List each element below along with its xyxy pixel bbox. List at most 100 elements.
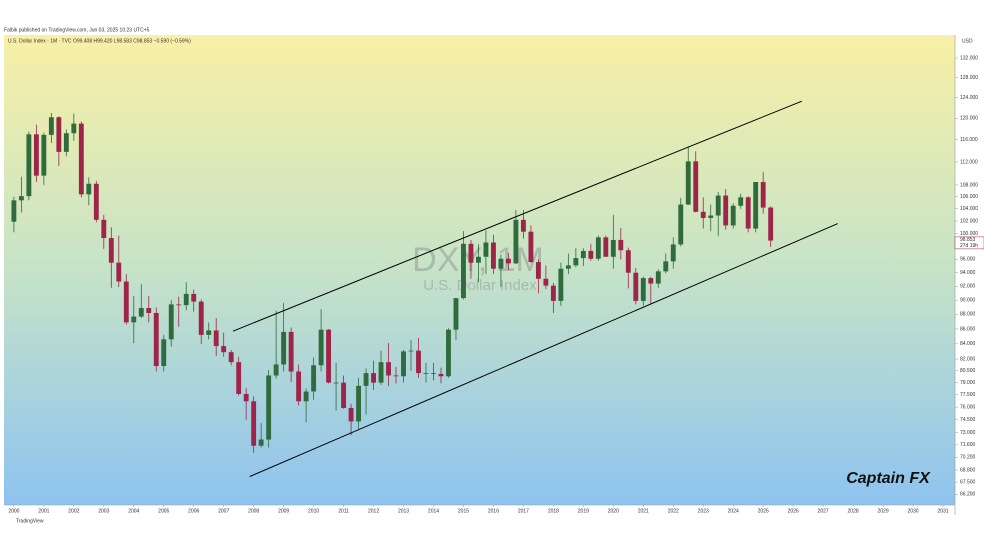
candle-body [753, 182, 759, 229]
x-tick-label: 2003 [98, 508, 109, 514]
candle-body [26, 134, 32, 197]
x-tick-label: 2031 [937, 508, 948, 514]
symbol-legend: U.S. Dollar Index · 1M · TVC O99.408 H99… [8, 38, 191, 44]
x-tick-label: 2001 [38, 508, 49, 514]
candle-body [153, 312, 159, 367]
candle-body [453, 298, 459, 330]
x-tick-label: 2030 [907, 508, 918, 514]
candle-body [296, 371, 302, 402]
candle-body [528, 231, 534, 263]
x-tick-label: 2020 [608, 508, 619, 514]
plot-background [4, 35, 955, 505]
candle-body [513, 219, 519, 264]
candle-body [423, 373, 429, 374]
candle-body [723, 195, 729, 226]
candle-body [191, 293, 197, 302]
candle-body [625, 250, 631, 273]
candle-body [401, 351, 406, 377]
candle-body [273, 364, 279, 376]
candle-body [648, 278, 654, 284]
y-tick-label: 108.000 [960, 182, 978, 188]
candle-body [505, 258, 511, 264]
y-tick-label: 92.000 [960, 284, 976, 290]
y-tick-label: 128.000 [960, 75, 978, 81]
candle-body [48, 117, 54, 135]
last-price-tag [954, 236, 984, 250]
candle-body [760, 182, 766, 208]
y-tick-label: 94.000 [960, 270, 976, 276]
last-price-label: 98.853 [960, 237, 976, 243]
y-tick-label: 116.000 [960, 137, 978, 143]
y-tick-label: 90.000 [960, 298, 976, 304]
candle-body [580, 250, 586, 259]
candle-body [371, 373, 376, 383]
candle-body [476, 256, 481, 263]
candle-body [678, 204, 684, 245]
y-tick-label: 82.000 [960, 356, 976, 362]
candle-body [618, 239, 624, 251]
candle-body [198, 301, 204, 335]
x-tick-label: 2025 [758, 508, 769, 514]
candle-body [610, 239, 616, 257]
candle-body [520, 219, 526, 232]
y-tick-label: 76.000 [960, 404, 976, 410]
x-tick-label: 2027 [818, 508, 829, 514]
x-tick-label: 2023 [698, 508, 709, 514]
y-tick-label: 102.000 [960, 218, 978, 224]
y-tick-label: 66.200 [960, 492, 976, 498]
candle-body [333, 382, 339, 384]
candle-body [550, 285, 556, 301]
candle-body [116, 262, 122, 282]
x-tick-label: 2024 [728, 508, 739, 514]
x-tick-label: 2017 [518, 508, 529, 514]
candle-body [11, 200, 17, 222]
y-tick-label: 96.000 [960, 257, 976, 263]
candle-body [663, 261, 669, 272]
candle-body [326, 329, 332, 383]
x-tick-label: 2009 [278, 508, 289, 514]
x-tick-label: 2016 [488, 508, 499, 514]
candle-body [266, 375, 272, 440]
candle-body [498, 258, 504, 269]
x-tick-label: 2018 [548, 508, 559, 514]
y-tick-label: 120.000 [960, 116, 978, 122]
candle-body [655, 271, 661, 284]
x-tick-label: 2010 [308, 508, 319, 514]
candle-body [408, 350, 414, 352]
candle-body [378, 362, 384, 383]
countdown-label: 27d 19h [960, 243, 978, 249]
x-tick-label: 2019 [578, 508, 589, 514]
y-tick-label: 100.000 [960, 231, 978, 237]
x-tick-label: 2028 [848, 508, 859, 514]
candle-body [341, 382, 347, 408]
x-tick-label: 2007 [218, 508, 229, 514]
y-tick-label: 88.000 [960, 312, 976, 318]
candle-body [363, 373, 369, 386]
candle-body [56, 117, 62, 152]
candle-body [535, 262, 541, 279]
candle-body [745, 197, 751, 229]
candle-body [768, 207, 774, 241]
y-tick-label: 112.000 [960, 159, 978, 165]
candle-body [243, 393, 249, 402]
x-tick-label: 2022 [668, 508, 679, 514]
candle-body [281, 331, 287, 365]
published-note: Falbik published on TradingView.com, Jun… [4, 27, 150, 33]
x-tick-label: 2026 [788, 508, 799, 514]
candle-body [461, 243, 466, 299]
candle-body [183, 293, 189, 306]
candle-body [700, 211, 706, 218]
y-tick-label: 67.500 [960, 479, 976, 485]
x-tick-label: 2029 [878, 508, 889, 514]
candle-body [206, 330, 212, 335]
candle-body [558, 268, 564, 301]
candle-body [168, 304, 174, 340]
candle-body [161, 339, 167, 367]
x-tick-label: 2002 [68, 508, 79, 514]
y-tick-label: 71.600 [960, 442, 976, 448]
candle-body [603, 237, 609, 257]
y-tick-label: 68.800 [960, 467, 976, 473]
candle-body [708, 215, 714, 218]
x-tick-label: 2000 [8, 508, 19, 514]
y-tick-label: 124.000 [960, 95, 978, 101]
